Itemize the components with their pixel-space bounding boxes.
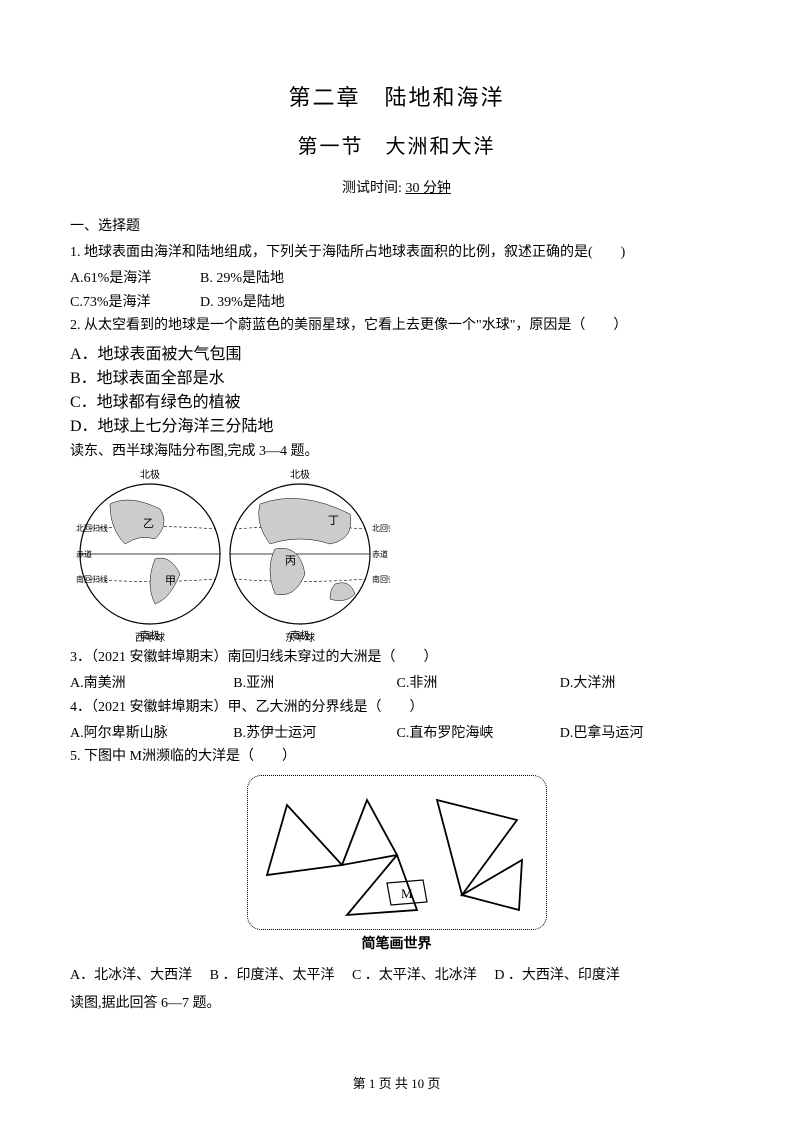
hemisphere-map-figure: 北极 北极 南极 南极 北回归线 赤道 南回归线 北回归线 赤道 南回归线 乙 … [70,464,390,644]
q4-option-a: A.阿尔卑斯山脉 [70,722,233,746]
q1-stem: 1. 地球表面由海洋和陆地组成，下列关于海陆所占地球表面积的比例，叙述正确的是(… [70,241,723,265]
q3-stem: 3．（2021 安徽蚌埠期末）南回归线未穿过的大洲是（ ） [70,646,723,670]
q5-stem: 5. 下图中 M洲濒临的大洋是（ ） [70,745,723,769]
sketch-world-figure: M 简笔画世界 [247,775,547,955]
q2-option-a: A．地球表面被大气包围 [70,340,723,364]
q1-option-c: C.73%是海洋 [70,291,200,315]
page-footer: 第 1 页 共 10 页 [0,1073,793,1092]
q2-option-d: D．地球上七分海洋三分陆地 [70,412,723,436]
svg-text:甲: 甲 [165,575,176,587]
q5-option-d: D ．大西洋、印度洋 [494,968,620,983]
q1-option-d: D. 39%是陆地 [200,295,285,310]
svg-text:丙: 丙 [285,555,296,567]
chapter-title: 第二章 陆地和海洋 [70,80,723,112]
svg-text:丁: 丁 [328,515,339,527]
q4-option-c: C.直布罗陀海峡 [397,722,560,746]
q2-stem: 2. 从太空看到的地球是一个蔚蓝色的美丽星球，它看上去更像一个"水球"，原因是（… [70,314,723,338]
q5-option-a: A．北冰洋、大西洋 [70,968,192,983]
q3-option-a: A.南美洲 [70,672,233,696]
svg-text:M: M [401,886,413,901]
q4-stem: 4．（2021 安徽蚌埠期末）甲、乙大洲的分界线是（ ） [70,696,723,720]
svg-text:赤道: 赤道 [372,549,388,559]
svg-text:北极: 北极 [140,468,160,481]
instruction-6-7: 读图,据此回答 6—7 题。 [70,992,723,1012]
q5-options: A．北冰洋、大西洋 B ．印度洋、太平洋 C ．太平洋、北冰洋 D ．大西洋、印… [70,964,723,988]
instruction-3-4: 读东、西半球海陆分布图,完成 3—4 题。 [70,440,723,460]
q1-option-a: A.61%是海洋 [70,267,200,291]
q2-option-c: C．地球都有绿色的植被 [70,388,723,412]
q3-option-d: D.大洋洲 [560,672,723,696]
svg-text:南回归线: 南回归线 [76,574,108,584]
q5-option-c: C ．太平洋、北冰洋 [352,968,477,983]
svg-text:东半球: 东半球 [285,631,315,644]
test-time: 测试时间: 30 分钟 [70,177,723,197]
q5-option-b: B ．印度洋、太平洋 [210,968,335,983]
svg-text:赤道: 赤道 [76,549,92,559]
svg-text:北回归线: 北回归线 [76,523,108,533]
q3-option-c: C.非洲 [397,672,560,696]
svg-text:北回归线: 北回归线 [372,523,390,533]
q1-option-b: B. 29%是陆地 [200,271,284,286]
section-title: 第一节 大洲和大洋 [70,130,723,159]
q4-option-d: D.巴拿马运河 [560,722,723,746]
fig2-caption: 简笔画世界 [247,933,547,953]
q2-option-b: B．地球表面全部是水 [70,364,723,388]
section-heading-1: 一、选择题 [70,215,723,235]
test-time-value: 30 分钟 [405,181,451,196]
q4-option-b: B.苏伊士运河 [233,722,396,746]
svg-text:南回归线: 南回归线 [372,574,390,584]
svg-text:乙: 乙 [143,517,154,530]
q3-option-b: B.亚洲 [233,672,396,696]
svg-text:北极: 北极 [290,468,310,481]
test-time-prefix: 测试时间: [342,181,405,196]
svg-text:西半球: 西半球 [135,631,165,644]
